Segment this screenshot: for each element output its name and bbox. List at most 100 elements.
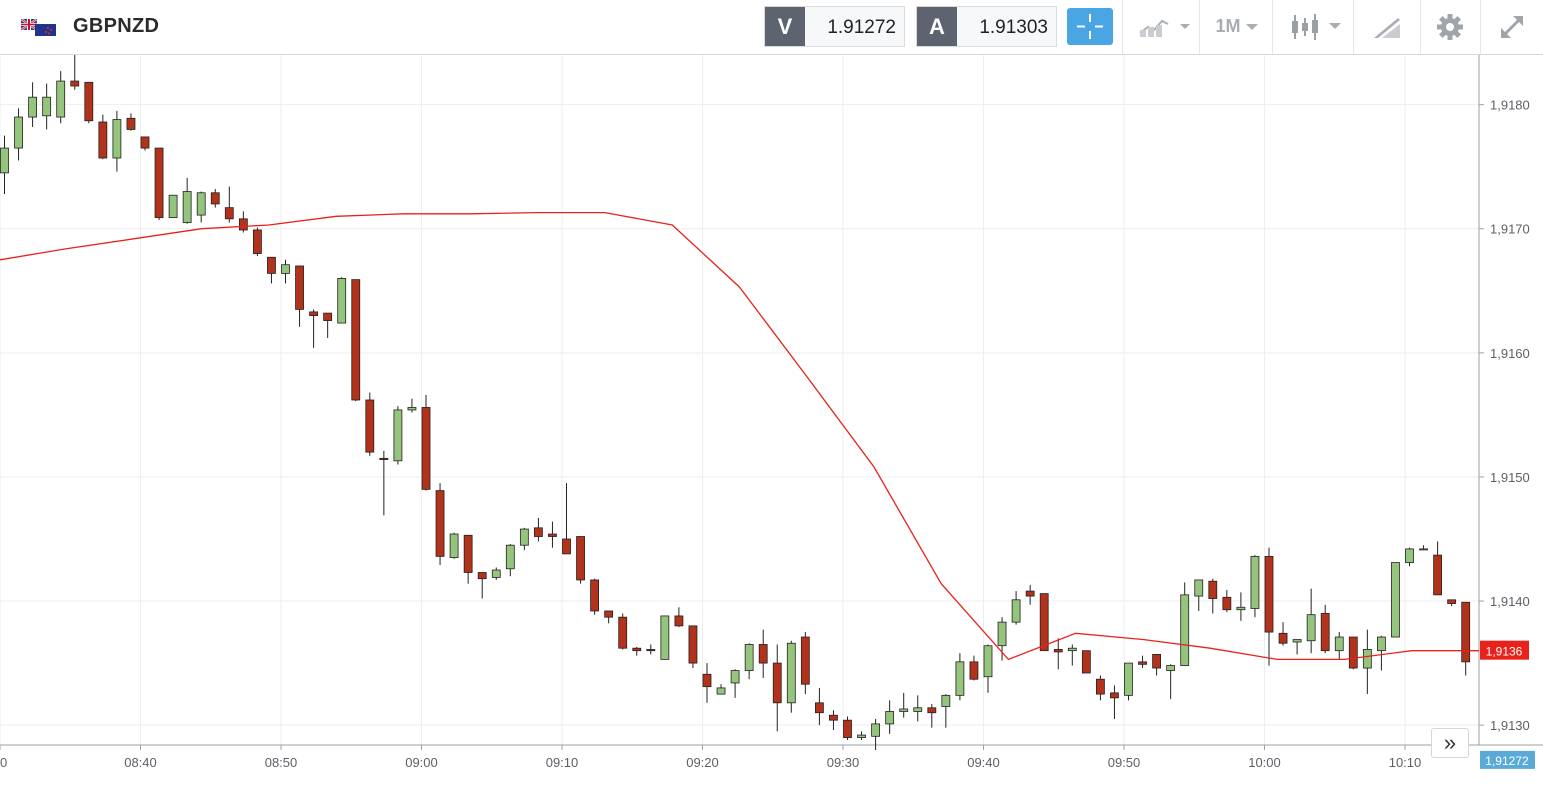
- candlestick-button[interactable]: [1282, 6, 1344, 47]
- candle-body: [786, 642, 796, 704]
- candle-body: [632, 647, 642, 652]
- drawing-tool-button[interactable]: [1362, 6, 1412, 47]
- candle-body: [196, 192, 206, 216]
- candle-body: [1053, 649, 1063, 653]
- y-tick-label: 1,9150: [1490, 470, 1530, 485]
- candle-body: [548, 533, 557, 537]
- buy-quote[interactable]: A 1.91303: [916, 6, 1057, 47]
- candle-body: [1194, 579, 1204, 597]
- x-tick-label: 09:30: [827, 755, 860, 770]
- candle-body: [238, 218, 248, 231]
- candle-body: [435, 490, 445, 557]
- candle-body: [379, 457, 389, 460]
- candle-body: [1236, 606, 1246, 611]
- candle-body: [491, 569, 501, 578]
- toolbar: GBPNZD V 1.91272 A 1.91303 1M: [0, 0, 1543, 55]
- gb-nz-flag-icon: [21, 19, 56, 36]
- candle-body: [1447, 599, 1457, 604]
- candle-body: [843, 719, 852, 738]
- candle-body: [309, 311, 319, 317]
- price-chart[interactable]: 1,9130 1,9140 1,9150 1,9160 1,9170 1,9180 0 08:…: [0, 55, 1543, 780]
- candle-body: [1025, 590, 1035, 597]
- candle-body: [140, 136, 150, 149]
- candle-body: [1110, 692, 1119, 699]
- double-chevron-right-icon: »: [1443, 730, 1457, 755]
- candle-body: [744, 644, 754, 671]
- sell-price: 1.91272: [827, 17, 896, 38]
- candle-body: [42, 96, 52, 117]
- candle-body: [1362, 649, 1372, 669]
- candle-body: [660, 615, 670, 660]
- candle-body: [997, 621, 1007, 647]
- candle-body: [224, 207, 234, 220]
- candle-body: [393, 409, 403, 462]
- candle-body: [941, 694, 951, 707]
- candle-body: [1096, 678, 1105, 695]
- chart-area[interactable]: 1,9130 1,9140 1,9150 1,9160 1,9170 1,9180 0 08:…: [0, 55, 1543, 780]
- candle-body: [1320, 613, 1330, 652]
- timeframe-label: 1M: [1215, 16, 1241, 36]
- candle-body: [1292, 639, 1302, 643]
- candle-body: [1391, 562, 1400, 638]
- crosshair-icon: [1077, 14, 1103, 39]
- candle-body: [1081, 650, 1091, 674]
- settings-button[interactable]: [1428, 6, 1472, 47]
- current-price-tag: [1480, 640, 1529, 660]
- candle-body: [983, 645, 993, 678]
- candle-body: [182, 191, 192, 223]
- candle-body: [1166, 665, 1176, 671]
- scroll-right-button[interactable]: »: [1431, 728, 1469, 758]
- candle-body: [126, 117, 136, 130]
- candle-body: [281, 264, 290, 274]
- candle-body: [562, 538, 571, 555]
- chevron-down-icon: [1245, 23, 1258, 30]
- candle-body: [955, 661, 965, 696]
- timeframe-button[interactable]: 1M: [1208, 6, 1266, 47]
- candle-body: [0, 147, 9, 174]
- chart-type-button[interactable]: [1133, 6, 1195, 47]
- symbol-title: GBPNZD: [73, 15, 160, 37]
- candle-body: [1405, 548, 1414, 563]
- candle-body: [14, 116, 23, 149]
- candle-body: [252, 229, 262, 254]
- candle-body: [421, 407, 431, 490]
- candle-body: [323, 312, 333, 321]
- fullscreen-button[interactable]: [1490, 6, 1534, 47]
- drawing-tool-icon: [1374, 17, 1400, 38]
- y-tick-label: 1,9140: [1490, 594, 1530, 609]
- candle-body: [800, 636, 810, 685]
- candle-body: [534, 527, 543, 537]
- candle-body: [772, 662, 782, 704]
- candle-body: [168, 194, 178, 218]
- fullscreen-icon: [1501, 15, 1523, 38]
- y-tick-label: 1,9180: [1490, 98, 1530, 113]
- candle-body: [449, 533, 459, 559]
- candle-body: [505, 544, 515, 570]
- candle-body: [337, 277, 347, 324]
- last-price-tag: [1480, 750, 1535, 769]
- candle-body: [210, 192, 220, 205]
- candle-body: [519, 528, 529, 546]
- candle-body: [885, 711, 895, 725]
- sell-quote[interactable]: V 1.91272: [764, 6, 905, 47]
- candle-body: [604, 610, 614, 618]
- candle-body: [98, 121, 108, 159]
- candle-body: [1208, 580, 1218, 599]
- candle-body: [267, 256, 276, 274]
- candle-body: [1067, 647, 1077, 652]
- candle-body: [1334, 636, 1344, 652]
- x-tick-label: 08:50: [265, 755, 298, 770]
- candle-body: [716, 687, 726, 695]
- candle-body: [815, 702, 824, 714]
- candle-body: [899, 708, 909, 712]
- candle-body: [646, 649, 656, 652]
- candle-body: [871, 723, 880, 737]
- candle-body: [1250, 555, 1260, 609]
- candlestick-icon: [1292, 13, 1341, 40]
- candle-body: [1222, 596, 1232, 611]
- crosshair-button[interactable]: [1067, 8, 1113, 45]
- candle-body: [365, 399, 375, 453]
- candle-body: [576, 536, 585, 581]
- candle-body: [1306, 614, 1316, 642]
- candle-body: [1138, 661, 1147, 665]
